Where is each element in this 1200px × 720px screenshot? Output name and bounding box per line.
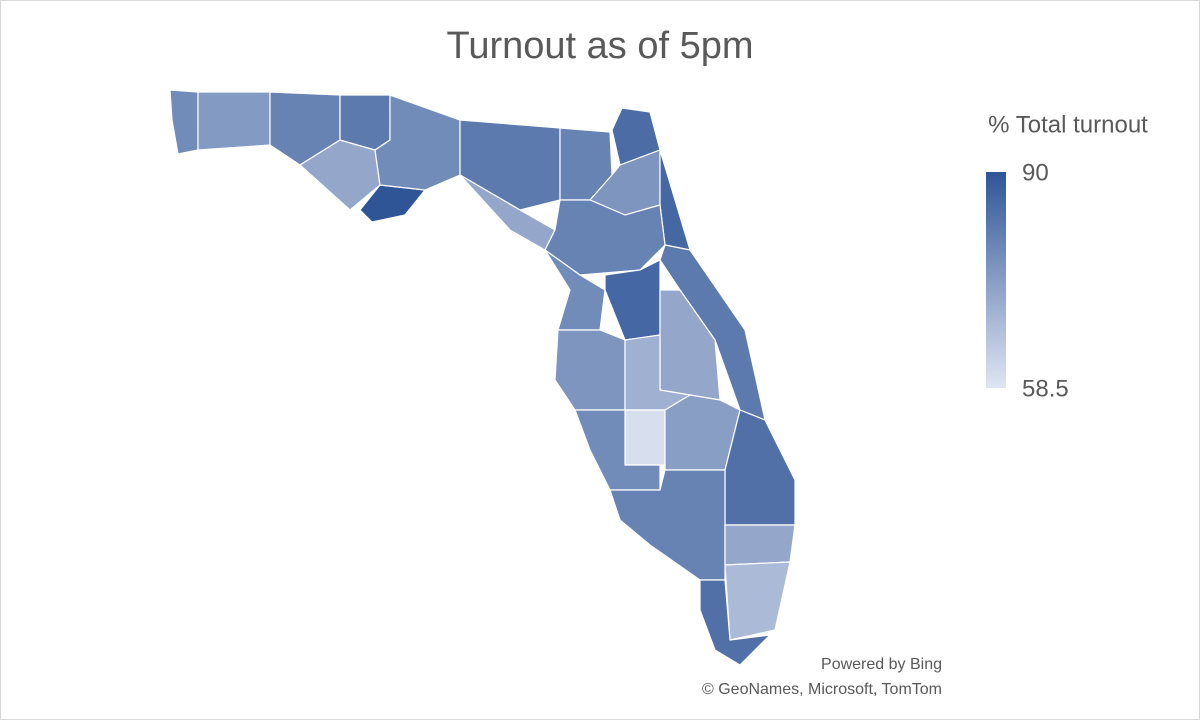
legend-title: % Total turnout [988,111,1148,138]
region [699,579,771,666]
region [624,409,666,466]
legend-gradient [986,172,1006,388]
region [169,89,199,155]
region [359,184,426,223]
attribution: Powered by Bing [821,656,942,673]
region [544,199,666,276]
region [574,409,661,491]
chart-title: Turnout as of 5pm [447,25,754,67]
region [197,91,271,151]
region [459,119,561,211]
region [339,94,391,151]
legend-max-label: 90 [1022,159,1049,186]
legend-min-label: 58.5 [1022,375,1069,402]
attribution: © GeoNames, Microsoft, TomTom [702,681,942,698]
map-regions [169,89,796,666]
region [724,524,796,566]
